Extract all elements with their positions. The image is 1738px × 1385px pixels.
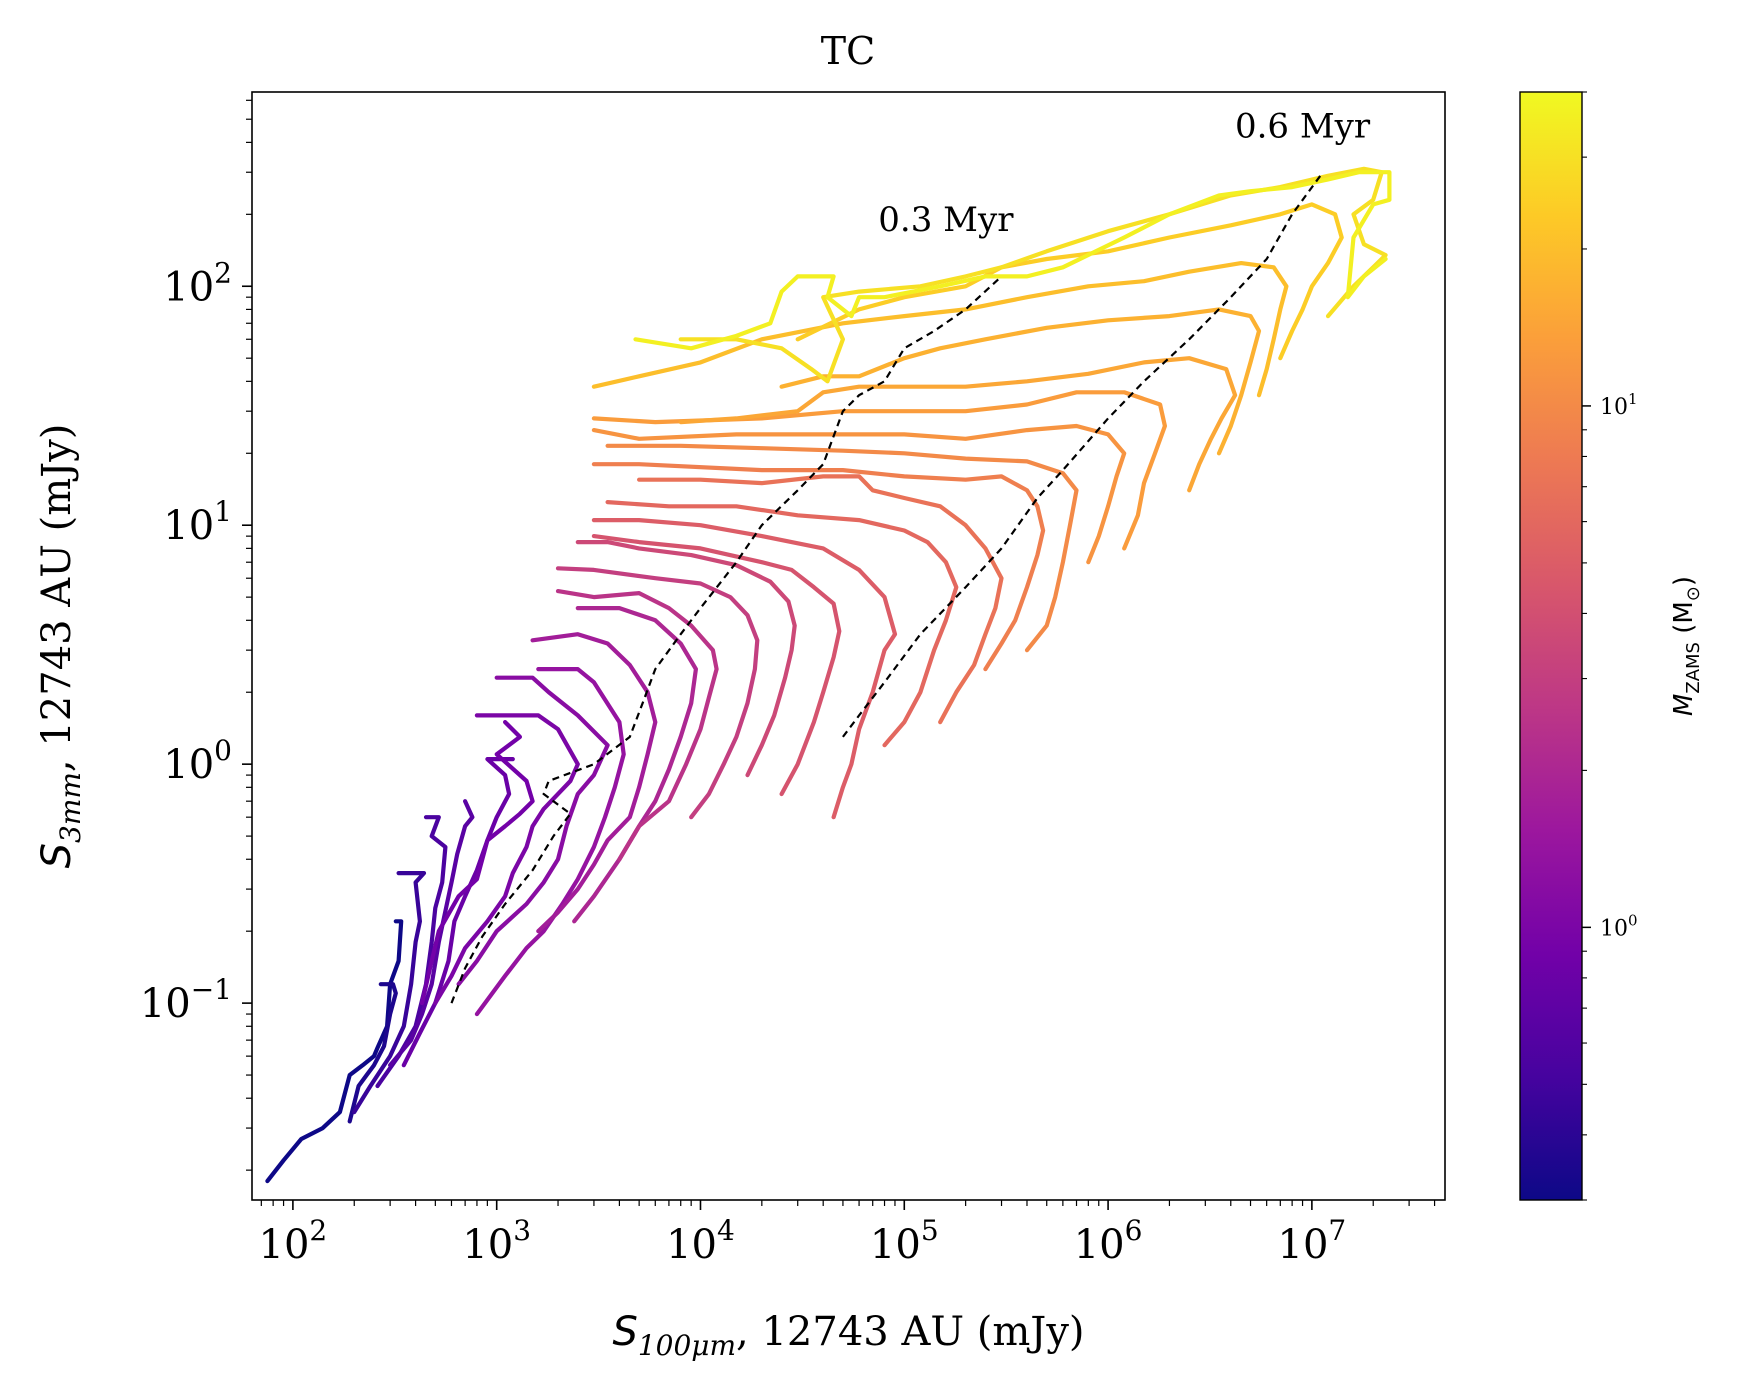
x-axis-label: S100μm, 12743 AU (mJy)	[612, 1309, 1084, 1362]
track-line-6	[419, 720, 535, 1006]
y-tick-label-3: 102	[163, 256, 232, 310]
track-line-13	[555, 566, 760, 820]
annotation-1: 0.6 Myr	[1235, 106, 1371, 146]
track-line-9	[474, 667, 626, 1017]
track-line-0	[265, 919, 404, 1184]
y-axis-label: S3mm, 12743 AU (mJy)	[34, 424, 87, 869]
track-line-7	[433, 713, 580, 1006]
track-line-23	[678, 356, 1238, 493]
colorbar-label: MZAMS (M⊙)	[1669, 576, 1704, 716]
series-group	[265, 166, 1392, 1184]
track-line-10	[530, 632, 658, 934]
colorbar-gradient	[1519, 91, 1583, 1201]
track-line-19	[591, 462, 1046, 672]
y-tick-label-1: 100	[163, 734, 232, 788]
x-tick-label-0: 102	[259, 1214, 328, 1268]
x-tick-label-3: 105	[870, 1214, 939, 1268]
track-line-8	[456, 675, 610, 987]
track-line-24	[779, 307, 1262, 456]
track-line-20	[605, 443, 1079, 653]
axes-frame	[251, 91, 1446, 1201]
y-tick-label-2: 101	[163, 495, 232, 549]
track-line-12	[555, 589, 719, 862]
colorbar-tick-label-0: 100	[1600, 911, 1638, 941]
track-line-27	[678, 166, 1388, 384]
y-tick-label-0: 10−1	[140, 973, 232, 1027]
track-line-4	[388, 799, 475, 1068]
track-line-16	[591, 518, 898, 820]
plot-area: 0.3 Myr 0.6 Myr 102 103 104 105 106 107 10−1 100 1…	[34, 91, 1446, 1362]
x-tick-label-5: 107	[1278, 1214, 1347, 1268]
track-line-26	[795, 202, 1344, 361]
track-line-17	[605, 500, 959, 748]
x-tick-label-2: 104	[666, 1214, 735, 1268]
colorbar: 100 101 MZAMS (M⊙)	[1519, 91, 1704, 1201]
track-line-2	[352, 871, 427, 1115]
track-line-18	[637, 474, 1004, 725]
chart-title: TC	[821, 29, 875, 73]
track-line-28	[633, 170, 1392, 351]
track-line-3	[375, 815, 448, 1089]
annotation-0: 0.3 Myr	[878, 200, 1014, 240]
isochrone-line-1	[842, 175, 1322, 738]
isochrone-line-0	[450, 275, 1003, 1004]
track-line-15	[591, 534, 842, 797]
x-tick-label-1: 103	[462, 1214, 531, 1268]
colorbar-tick-label-1: 101	[1600, 390, 1638, 420]
track-line-1	[347, 982, 398, 1124]
track-line-14	[575, 540, 797, 778]
track-line-21	[591, 423, 1127, 565]
track-line-22	[591, 390, 1167, 551]
x-tick-label-4: 106	[1074, 1214, 1143, 1268]
